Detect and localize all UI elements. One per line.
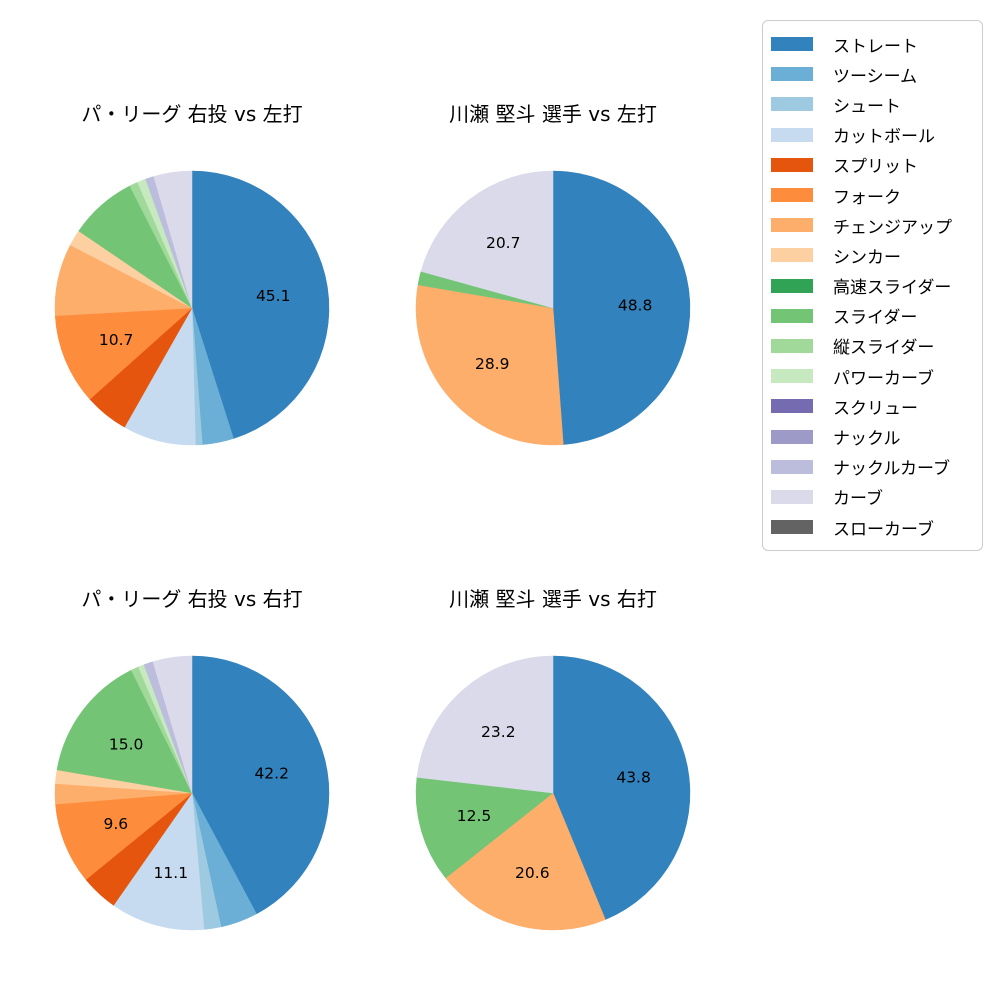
legend-rows: ストレートツーシームシュートカットボール スプリットフォークチェンジアップ シンカー… xyxy=(771,29,982,542)
legend-item: チェンジアップ xyxy=(771,210,982,240)
slice-value-label: 43.8 xyxy=(616,769,651,787)
legend-label: スプリット xyxy=(833,157,918,178)
slice-value-label: 20.6 xyxy=(515,864,550,882)
legend-item: スクリュー xyxy=(771,391,982,421)
legend-item: スローカーブ xyxy=(771,512,982,542)
legend-label: スライダー xyxy=(833,308,918,329)
legend-label: ナックルカーブ xyxy=(833,459,950,480)
slice-value-label: 12.5 xyxy=(457,807,492,825)
legend-item: パワーカーブ xyxy=(771,361,982,391)
pie-chart-title: 川瀬 堅斗 選手 vs 左打 xyxy=(449,102,657,126)
legend-swatch xyxy=(771,489,813,504)
slice-value-label: 23.2 xyxy=(481,723,516,741)
pie-slice xyxy=(445,792,606,931)
legend-swatch xyxy=(771,157,813,172)
pie: 48.8 28.9 20.7 xyxy=(415,170,691,446)
legend-item: フォーク xyxy=(771,180,982,210)
legend-label: ストレート xyxy=(833,36,918,57)
pie-slice xyxy=(552,655,691,920)
pie-slice xyxy=(153,170,193,309)
pie-chart-kawase-vs-right: 川瀬 堅斗 選手 vs 右打 43.8 20.6 12.5 23.2 xyxy=(383,585,723,943)
legend-swatch xyxy=(771,97,813,112)
pie-chart-title: パ・リーグ 右投 vs 左打 xyxy=(81,102,303,126)
legend-label: シュート xyxy=(833,96,901,117)
legend-swatch xyxy=(771,520,813,535)
legend-item: シュート xyxy=(771,89,982,119)
legend-label: ツーシーム xyxy=(833,66,918,87)
pie-slice xyxy=(420,170,554,309)
slice-value-label: 48.8 xyxy=(618,296,653,314)
legend-label: スクリュー xyxy=(833,398,918,419)
slice-value-label: 45.1 xyxy=(256,287,291,305)
pie-slice xyxy=(552,170,691,445)
legend-swatch xyxy=(771,459,813,474)
legend-item: スライダー xyxy=(771,301,982,331)
legend-item: ストレート xyxy=(771,29,982,59)
pie-chart-pa-league-right-vs-right: パ・リーグ 右投 vs 右打 42.2 11.1 9.6 15.0 xyxy=(22,585,362,943)
slice-value-label: 9.6 xyxy=(103,815,128,833)
legend-swatch xyxy=(771,248,813,263)
pie-chart-title: 川瀬 堅斗 選手 vs 右打 xyxy=(449,587,657,611)
legend-swatch xyxy=(771,37,813,52)
pie-slice xyxy=(191,170,330,439)
legend-label: 高速スライダー xyxy=(833,278,952,299)
legend-swatch xyxy=(771,127,813,142)
legend: ストレートツーシームシュートカットボール スプリットフォークチェンジアップ シンカー… xyxy=(762,20,983,552)
legend-swatch xyxy=(771,338,813,353)
pie-chart-title: パ・リーグ 右投 vs 右打 xyxy=(81,587,303,611)
pie-chart-kawase-vs-left: 川瀬 堅斗 選手 vs 左打 48.8 28.9 20.7 xyxy=(383,100,723,458)
legend-label: パワーカーブ xyxy=(833,368,934,389)
legend-item: カットボール xyxy=(771,120,982,150)
legend-swatch xyxy=(771,218,813,233)
slice-value-label: 42.2 xyxy=(254,765,289,783)
pie-slice xyxy=(55,792,193,881)
legend-label: 縦スライダー xyxy=(833,338,935,359)
legend-swatch xyxy=(771,67,813,82)
pie-slice xyxy=(54,307,193,400)
legend-label: カーブ xyxy=(833,489,883,510)
pie-chart-pa-league-right-vs-left: パ・リーグ 右投 vs 左打 45.1 10.7 xyxy=(22,100,362,458)
slice-value-label: 20.7 xyxy=(486,234,521,252)
legend-item: ツーシーム xyxy=(771,59,982,89)
legend-label: スローカーブ xyxy=(833,519,934,540)
pie-slice xyxy=(191,655,330,915)
pie: 42.2 11.1 9.6 15.0 xyxy=(54,655,330,931)
slice-value-label: 15.0 xyxy=(109,735,144,753)
legend-swatch xyxy=(771,369,813,384)
pie: 43.8 20.6 12.5 23.2 xyxy=(415,655,691,931)
legend-item: シンカー xyxy=(771,240,982,270)
legend-item: スプリット xyxy=(771,150,982,180)
legend-label: シンカー xyxy=(833,247,901,268)
legend-label: ナックル xyxy=(833,429,901,450)
pie-slice xyxy=(415,284,564,446)
legend-swatch xyxy=(771,308,813,323)
legend-label: チェンジアップ xyxy=(833,217,952,238)
pie-slice xyxy=(113,792,205,931)
legend-swatch xyxy=(771,278,813,293)
legend-item: ナックル xyxy=(771,421,982,451)
legend-item: 高速スライダー xyxy=(771,271,982,301)
legend-swatch xyxy=(771,399,813,414)
slice-value-label: 11.1 xyxy=(154,864,189,882)
pie-slice xyxy=(415,777,554,879)
pie: 45.1 10.7 xyxy=(54,170,330,446)
pie-slice xyxy=(152,655,193,794)
legend-item: 縦スライダー xyxy=(771,331,982,361)
legend-item: カーブ xyxy=(771,482,982,512)
legend-item: ナックルカーブ xyxy=(771,452,982,482)
slice-value-label: 28.9 xyxy=(475,355,510,373)
pie-slice xyxy=(416,655,554,794)
legend-swatch xyxy=(771,429,813,444)
legend-label: カットボール xyxy=(833,127,935,148)
slice-value-label: 10.7 xyxy=(99,331,134,349)
legend-label: フォーク xyxy=(833,187,901,208)
legend-swatch xyxy=(771,188,813,203)
pie-slice xyxy=(56,669,193,794)
